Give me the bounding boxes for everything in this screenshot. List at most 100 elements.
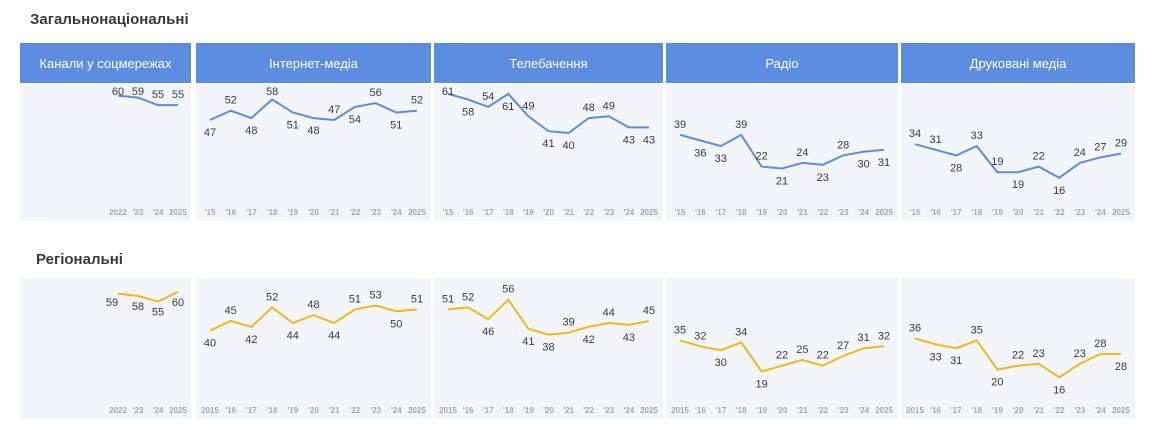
x-tick-label: '16: [930, 208, 941, 217]
data-label: 59: [132, 86, 144, 98]
chart-panel-9: 35 32 30 34 19 22 25 22 27 31 32 2015 '16 '17 '18 '19 '2…: [666, 278, 898, 419]
data-label: 56: [369, 87, 381, 99]
data-label: 47: [328, 104, 340, 116]
x-tick-label: '24: [1095, 208, 1106, 217]
x-tick-label: 2025: [640, 208, 658, 217]
x-tick-label: '16: [463, 208, 474, 217]
x-tick-label: 2015: [671, 406, 689, 415]
data-label: 61: [502, 101, 514, 113]
x-tick-label: '18: [971, 208, 982, 217]
data-label: 31: [950, 355, 962, 367]
data-label: 39: [562, 317, 574, 329]
data-label: 23: [1074, 348, 1086, 360]
data-label: 33: [929, 351, 941, 363]
x-tick-label: '15: [443, 208, 454, 217]
x-tick-label: '24: [623, 406, 634, 415]
x-tick-label: '19: [287, 406, 298, 415]
data-label: 35: [971, 324, 983, 336]
data-label: 45: [225, 305, 237, 317]
x-tick-label: '18: [736, 406, 747, 415]
data-label: 34: [909, 128, 921, 140]
line-chart-6: 59 58 55 60 2022 '23 '24 2025: [106, 291, 187, 415]
data-label: 52: [411, 95, 423, 107]
data-label: 53: [369, 290, 381, 302]
data-label: 32: [694, 330, 706, 342]
chart-panel-5: 34 31 28 33 19 19 22 16 24 27 29 '15 '16 '17 '18 '19 '20…: [901, 84, 1135, 221]
x-tick-label: 2025: [1112, 208, 1130, 217]
data-label: 29: [1115, 138, 1127, 150]
series-line: [447, 298, 650, 336]
data-label: 33: [715, 153, 727, 165]
data-label: 51: [349, 293, 361, 305]
x-tick-label: '21: [329, 406, 340, 415]
data-label: 52: [225, 95, 237, 107]
data-label: 30: [715, 357, 727, 369]
data-label: 51: [411, 293, 423, 305]
data-label: 55: [172, 89, 184, 101]
x-tick-label: '22: [583, 406, 594, 415]
data-label: 52: [462, 291, 474, 303]
x-tick-label: '18: [267, 406, 278, 415]
x-tick-label: '24: [858, 406, 869, 415]
data-label: 30: [857, 159, 869, 171]
data-label: 19: [991, 156, 1003, 168]
data-label: 48: [307, 299, 319, 311]
data-label: 40: [204, 338, 216, 350]
data-label: 42: [245, 334, 257, 346]
data-label: 19: [755, 379, 767, 391]
x-tick-label: '20: [543, 406, 554, 415]
chart-title-2: Інтернет-медіа: [196, 43, 431, 83]
x-tick-label: '24: [153, 208, 164, 217]
data-label: 48: [245, 125, 257, 137]
data-label: 36: [909, 323, 921, 335]
x-tick-label: '23: [1074, 208, 1085, 217]
x-tick-label: '19: [287, 208, 298, 217]
x-tick-label: 2025: [875, 208, 893, 217]
x-tick-label: '19: [523, 406, 534, 415]
data-label: 24: [796, 147, 808, 159]
data-label: 46: [482, 326, 494, 338]
data-label: 34: [735, 326, 747, 338]
data-label: 20: [991, 377, 1003, 389]
x-tick-label: 2015: [201, 406, 219, 415]
line-chart-3: 61 58 54 61 49 41 40 48 49 43 43 '15 '16 '17 '18 '19 '20…: [442, 86, 659, 217]
chart-panel-7: 40 45 42 52 44 48 44 51 53 50 51 2015 '16 '17 '18 '19 '2…: [196, 278, 431, 419]
data-label: 28: [837, 139, 849, 151]
x-tick-label: '17: [951, 208, 962, 217]
x-tick-label: 2025: [1112, 406, 1130, 415]
series-line: [914, 337, 1121, 379]
x-tick-label: '23: [603, 406, 614, 415]
series-line: [209, 304, 418, 332]
data-label: 23: [1032, 348, 1044, 360]
data-label: 43: [623, 134, 635, 146]
data-label: 47: [204, 127, 216, 139]
data-label: 22: [776, 350, 788, 362]
chart-panel-2: 47 52 48 58 51 48 47 54 56 51 52 '15 '16 '17 '18 '19 '20…: [196, 84, 431, 221]
data-label: 39: [674, 119, 686, 131]
line-chart-8: 51 52 46 56 41 38 39 42 44 43 45 2015 '16 '17 '18 '19 '2…: [439, 284, 658, 415]
data-label: 60: [112, 86, 124, 98]
data-label: 31: [929, 134, 941, 146]
data-label: 31: [857, 332, 869, 344]
chart-panel-3: 61 58 54 61 49 41 40 48 49 43 43 '15 '16 '17 '18 '19 '20…: [434, 84, 663, 221]
data-label: 52: [266, 291, 278, 303]
data-label: 60: [172, 297, 184, 309]
data-label: 44: [603, 307, 615, 319]
x-tick-label: '17: [483, 406, 494, 415]
data-label: 58: [266, 86, 278, 98]
x-tick-label: 2015: [906, 406, 924, 415]
chart-title-5: Друковані медіа: [901, 43, 1135, 83]
x-tick-label: '17: [246, 406, 257, 415]
x-tick-label: '19: [992, 208, 1003, 217]
data-label: 40: [562, 140, 574, 152]
x-tick-label: '15: [205, 208, 216, 217]
x-tick-label: '24: [153, 406, 164, 415]
data-label: 22: [1032, 151, 1044, 163]
x-tick-label: '16: [463, 406, 474, 415]
x-tick-label: '19: [992, 406, 1003, 415]
data-label: 44: [328, 330, 340, 342]
x-tick-label: 2025: [169, 406, 187, 415]
data-label: 54: [349, 114, 361, 126]
line-chart-1: 60 59 55 55 2022 '23 '24 2025: [109, 86, 187, 217]
series-line: [679, 339, 885, 373]
